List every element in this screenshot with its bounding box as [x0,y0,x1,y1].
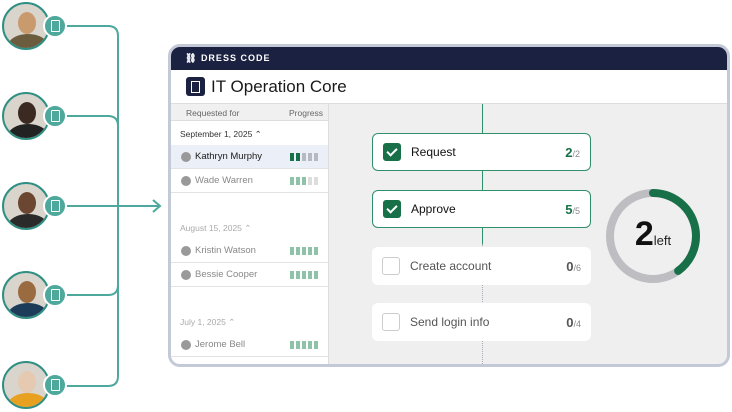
workflow-step[interactable]: Send login info 0/4 [372,303,591,341]
progress-bars [290,340,318,349]
date-group[interactable]: August 15, 2025 ⌃ [180,223,252,233]
list-item[interactable]: John Smith [171,357,328,368]
document-icon [186,77,205,96]
checkbox[interactable] [383,200,401,218]
list-item[interactable]: Kathryn Murphy [171,145,328,169]
ring-progress [606,189,700,283]
document-badge-icon [43,373,67,397]
document-badge-icon [43,194,67,218]
checkbox[interactable] [383,143,401,161]
avatar [181,151,191,162]
progress-bars [290,152,318,161]
connector-lines [66,25,162,387]
document-badge-icon [43,104,67,128]
requester-avatar [2,271,50,319]
avatar [181,363,191,364]
column-progress: Progress [288,108,323,118]
avatar [181,269,191,280]
list-item[interactable]: Kristin Watson [171,239,328,263]
workflow-panel: Request 2/2 Approve 5/5 Create account 0/6 Sen… [329,104,727,364]
workflow-step[interactable]: Approve 5/5 [372,190,591,228]
brand-logo: DRESS CODE [200,53,271,63]
progress-bars [290,365,318,368]
document-badge-icon [43,14,67,38]
avatar [181,339,191,350]
workflow-step[interactable]: Create account 0/6 [372,247,591,285]
workflow-step[interactable]: Request 2/2 [372,133,591,171]
list-item[interactable]: Bessie Cooper [171,263,328,287]
brand-bar: ⛓ DRESS CODE [171,47,727,70]
avatar [181,245,191,256]
remaining-count: 2 left [604,187,702,285]
checkbox[interactable] [382,257,400,275]
progress-bars [290,270,318,279]
progress-bars [290,246,318,255]
progress-bars [290,176,318,185]
avatar [181,175,191,186]
requester-avatar [2,361,50,409]
page-title: IT Operation Core [211,76,347,96]
list-item[interactable]: Wade Warren [171,169,328,193]
remaining-number: 2 [634,215,654,253]
date-group[interactable]: July 1, 2025 ⌃ [180,317,236,327]
remaining-label: left [653,233,672,248]
requester-avatar [2,182,50,230]
list-header: Requested for Progress [171,104,328,121]
title-bar: IT Operation Core [171,70,727,104]
list-item[interactable]: Jerome Bell [171,333,328,357]
checkbox[interactable] [382,313,400,331]
progress-ring [606,189,700,283]
app-window: ⛓ DRESS CODE IT Operation Core Requested… [168,44,730,367]
date-group[interactable]: September 1, 2025 ⌃ [180,129,262,139]
column-requested-for: Requested for [186,108,240,118]
request-list: Requested for Progress September 1, 2025 … [171,104,329,364]
document-badge-icon [43,283,67,307]
flow-line [482,104,483,244]
